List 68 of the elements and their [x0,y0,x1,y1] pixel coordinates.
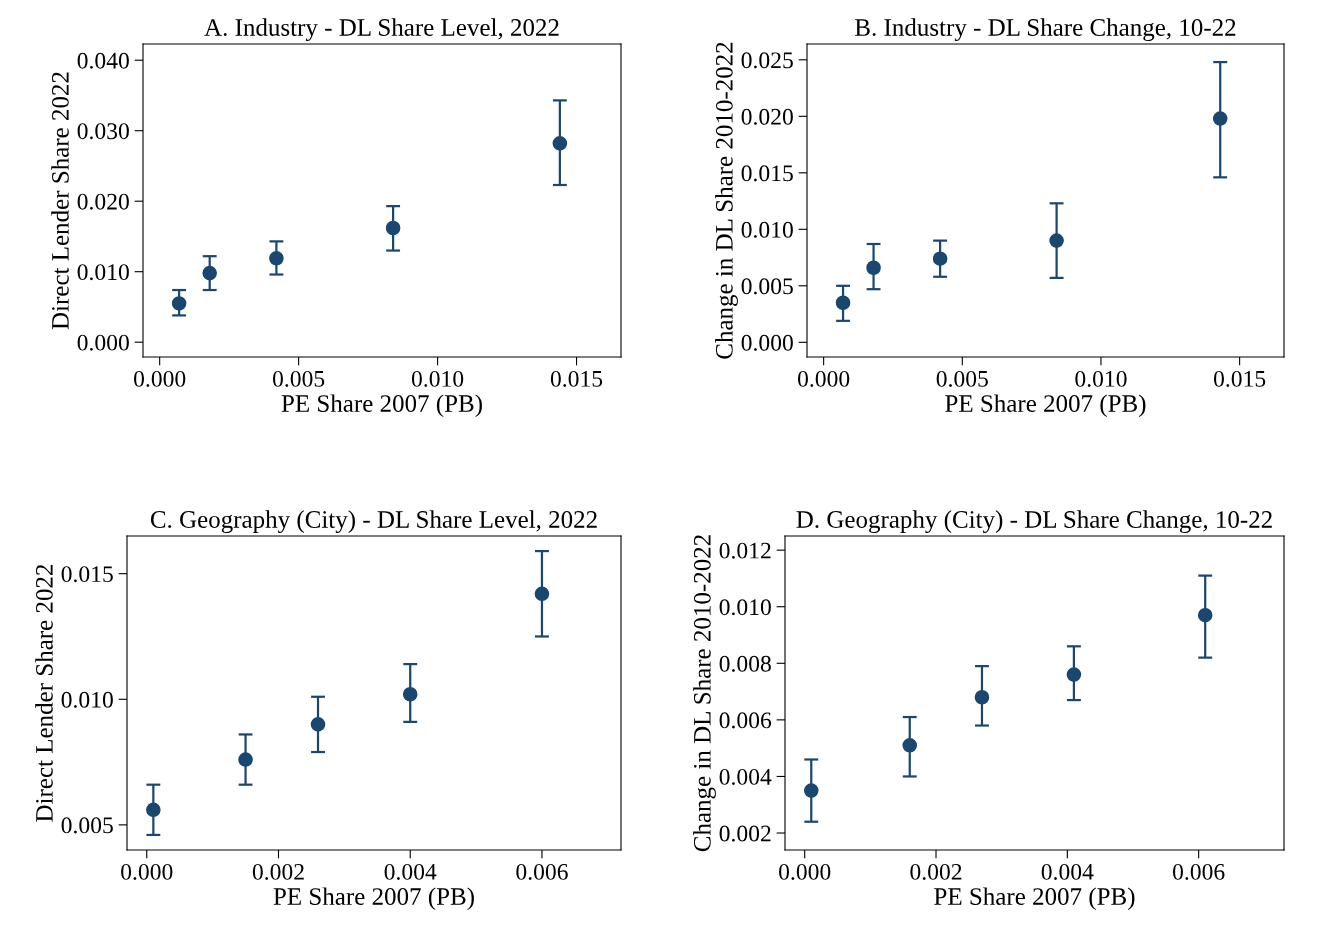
x-tick-label: 0.015 [1213,370,1266,387]
point [866,260,881,276]
point [402,686,418,702]
x-tick-label: 0.015 [550,370,603,387]
y-tick-label: 0.020 [741,108,793,125]
x-tick-label: 0.006 [516,863,568,880]
x-tick-label: 0.004 [1041,863,1094,880]
point [385,220,401,236]
y-tick-label: 0.030 [77,123,129,140]
y-tick-label: 0.002 [719,825,771,842]
y-tick-label: 0.015 [741,165,793,182]
point [534,586,550,602]
x-axis-title: PE Share 2007 (PB) [945,394,1146,418]
point [238,752,253,767]
y-axis-title: Direct Lender Share 2022 [35,564,53,822]
point [1049,233,1064,248]
x-tick-label: 0.002 [910,863,962,880]
y-tick-label: 0.020 [77,193,129,210]
point [835,295,851,311]
y-axis-title: Change in DL Share 2010-2022 [693,535,716,852]
point [1197,607,1213,623]
y-tick-label: 0.004 [719,768,772,785]
chart-title: D. Geography (City) - DL Share Change, 10-22 [796,510,1272,534]
x-tick-label: 0.006 [1172,863,1225,880]
y-tick-label: 0.000 [77,334,129,351]
y-axis-title: Direct Lender Share 2022 [51,72,69,330]
x-tick-label: 0.000 [121,863,173,880]
x-tick-label: 0.005 [272,370,325,387]
point [932,251,948,266]
x-tick-label: 0.000 [797,370,850,387]
point [171,296,187,311]
point [1066,667,1082,682]
y-tick-label: 0.010 [719,599,771,616]
y-tick-label: 0.005 [61,817,113,834]
point [552,136,568,151]
point [310,717,326,732]
y-tick-label: 0.005 [741,278,793,295]
point [269,251,284,266]
x-tick-label: 0.010 [411,370,464,387]
chart-title: A. Industry - DL Share Level, 2022 [204,18,559,42]
x-axis-title: PE Share 2007 (PB) [273,887,474,911]
point [202,265,217,281]
x-tick-label: 0.004 [384,863,437,880]
point [146,802,161,818]
y-tick-label: 0.025 [741,52,793,69]
chart-title: B. Industry - DL Share Change, 10-22 [855,18,1236,42]
x-axis-title: PE Share 2007 (PB) [934,887,1135,911]
y-tick-label: 0.010 [77,264,129,281]
x-tick-label: 0.005 [936,370,988,387]
point [974,689,990,705]
x-tick-label: 0.000 [779,863,831,880]
y-tick-label: 0.015 [61,566,113,583]
x-axis-title: PE Share 2007 (PB) [281,394,482,418]
y-tick-label: 0.010 [741,221,793,238]
point [803,783,819,798]
y-tick-label: 0.010 [61,691,113,708]
point [1212,111,1228,126]
point [902,738,918,753]
x-tick-label: 0.000 [134,370,186,387]
y-tick-label: 0.006 [719,712,772,729]
x-tick-label: 0.010 [1075,370,1127,387]
y-axis-title: Change in DL Share 2010-2022 [715,42,738,359]
x-tick-label: 0.002 [252,863,304,880]
y-tick-label: 0.008 [719,655,771,672]
y-tick-label: 0.000 [741,334,793,351]
y-tick-label: 0.040 [77,52,129,69]
y-tick-label: 0.012 [719,542,771,559]
chart-title: C. Geography (City) - DL Share Level, 2022 [150,510,597,534]
